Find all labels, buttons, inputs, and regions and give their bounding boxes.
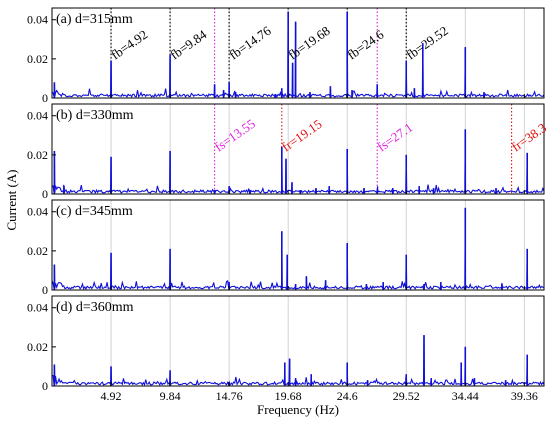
panel-frame: [51, 199, 545, 291]
panel-title: (d) d=360mm: [56, 300, 134, 315]
annotation-label: fb=4.92: [108, 27, 150, 63]
annotation-label: fb=24.6: [344, 26, 387, 62]
x-axis-label: Frequency (Hz): [257, 402, 339, 417]
annotation-label: fb=14.76: [226, 23, 274, 63]
y-tick-label: 0.02: [27, 52, 48, 66]
x-tick-label: 39.36: [511, 389, 538, 403]
y-tick-label: 0: [42, 91, 48, 105]
annotation-label: fs=27.1: [374, 120, 415, 155]
spectrum-line: [51, 207, 545, 291]
y-tick-label: 0.02: [27, 244, 48, 258]
annotation-label: fb=9.84: [167, 26, 210, 62]
y-tick-label: 0: [42, 187, 48, 201]
panel-1: 0 0.02 0.04 (b) d=330mm fs=13.55 fr=19.15 fs=2…: [27, 103, 549, 201]
y-tick-label: 0.02: [27, 340, 48, 354]
x-tick-label: 4.92: [101, 389, 122, 403]
panel-title: (b) d=330mm: [56, 108, 134, 123]
annotation-label: fs=13.55: [212, 116, 258, 155]
y-tick-label: 0.04: [27, 205, 48, 219]
y-tick-label: 0.04: [27, 13, 48, 27]
panel-frame: [51, 103, 545, 195]
panel-title: (a) d=315mm: [56, 12, 133, 27]
x-tick-label: 29.52: [393, 389, 420, 403]
annotation-label: fb=29.52: [403, 23, 450, 62]
y-tick-label: 0.04: [27, 301, 48, 315]
panel-3: 0 0.02 0.04 (d) d=360mm: [27, 295, 545, 393]
spectrum-line: [51, 335, 545, 387]
y-tick-label: 0: [42, 379, 48, 393]
y-tick-label: 0.02: [27, 148, 48, 162]
x-tick-label: 34.44: [452, 389, 479, 403]
panel-2: 0 0.02 0.04 (c) d=345mm: [27, 199, 545, 297]
panel-title: (c) d=345mm: [56, 204, 133, 219]
x-tick-label: 14.76: [216, 389, 243, 403]
x-tick-labels: 4.92 9.84 14.76 19.68 24.6 29.52 34.44 39.36: [101, 389, 538, 403]
annotation-label: fb=19.68: [285, 23, 332, 62]
y-tick-label: 0: [42, 283, 48, 297]
y-axis-label: Current (A): [4, 169, 19, 230]
x-tick-label: 24.6: [337, 389, 358, 403]
x-tick-label: 19.68: [275, 389, 302, 403]
y-tick-label: 0.04: [27, 109, 48, 123]
annotation-label: fr=38.3: [509, 120, 549, 155]
panel-frame: [51, 295, 545, 387]
panel-frame: [51, 7, 545, 99]
x-tick-label: 9.84: [160, 389, 181, 403]
annotation-label: fr=19.15: [279, 116, 325, 154]
